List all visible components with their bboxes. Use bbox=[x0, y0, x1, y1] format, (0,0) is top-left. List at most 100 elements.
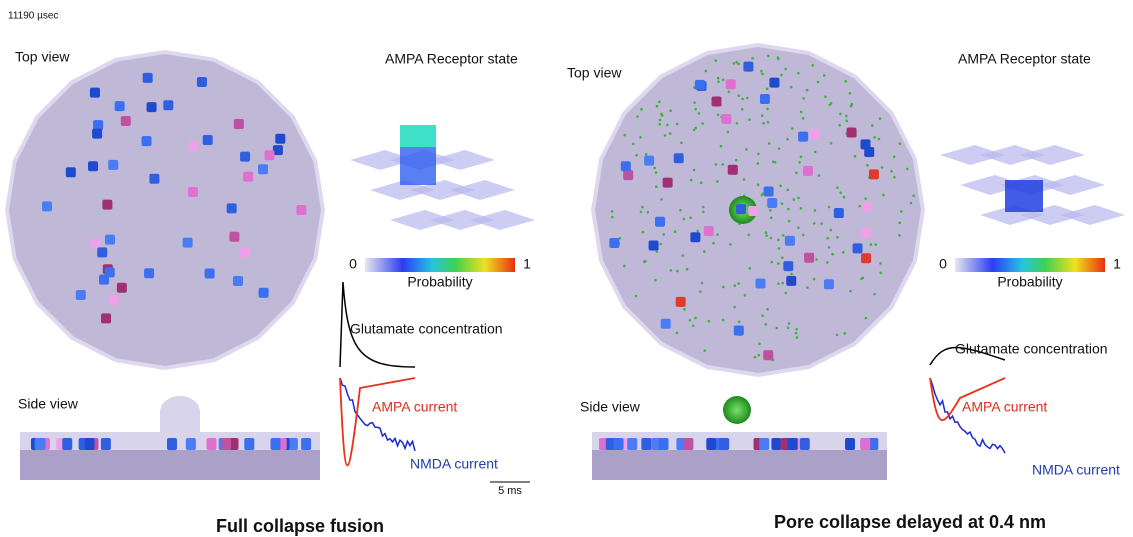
glutamate-dot bbox=[694, 317, 697, 320]
receptor-side bbox=[270, 438, 280, 450]
glutamate-dot bbox=[828, 206, 831, 209]
glutamate-dot bbox=[781, 256, 784, 259]
glutamate-dot bbox=[669, 132, 672, 135]
ampa-trace bbox=[340, 378, 415, 466]
glutamate-dot bbox=[737, 94, 740, 97]
state-tile bbox=[430, 150, 495, 170]
colorbar bbox=[955, 258, 1105, 272]
glutamate-dot bbox=[660, 198, 663, 201]
glutamate-dot bbox=[674, 230, 677, 233]
glutamate-dot bbox=[640, 108, 643, 111]
glutamate-dot bbox=[717, 80, 720, 83]
glutamate-dot bbox=[818, 174, 821, 177]
glutamate-dot bbox=[662, 233, 665, 236]
receptor bbox=[767, 198, 777, 208]
glutamate-dot bbox=[703, 349, 706, 352]
receptor bbox=[233, 276, 243, 286]
receptor bbox=[101, 313, 111, 323]
glutamate-dot bbox=[748, 118, 751, 121]
receptor-side bbox=[800, 438, 810, 450]
glutamate-dot bbox=[870, 243, 873, 246]
glutamate-dot bbox=[654, 279, 657, 282]
receptor-side bbox=[719, 438, 729, 450]
glutamate-dot bbox=[636, 115, 639, 118]
glutamate-dot bbox=[836, 236, 839, 239]
glutamate-dot bbox=[669, 109, 672, 112]
state-diagram bbox=[350, 125, 535, 230]
glutamate-dot bbox=[738, 321, 741, 324]
colorbar-label: Probability bbox=[997, 274, 1062, 290]
receptor bbox=[861, 228, 871, 238]
receptor bbox=[183, 238, 193, 248]
glutamate-dot bbox=[635, 295, 638, 298]
glutamate-dot bbox=[658, 123, 661, 126]
glutamate-dot bbox=[802, 234, 805, 237]
receptor bbox=[847, 127, 857, 137]
glutamate-dot bbox=[879, 117, 882, 120]
glutamate-dot bbox=[788, 220, 791, 223]
glutamate-dot bbox=[771, 261, 774, 264]
receptor bbox=[197, 77, 207, 87]
receptor bbox=[661, 319, 671, 329]
glutamate-dot bbox=[683, 218, 686, 221]
receptor bbox=[117, 283, 127, 293]
figure: 11190 µsec Top viewAMPA Receptor state01… bbox=[0, 0, 1133, 537]
glutamate-dot bbox=[716, 233, 719, 236]
glutamate-dot bbox=[844, 80, 847, 83]
glutamate-dot bbox=[769, 209, 772, 212]
receptor bbox=[97, 247, 107, 257]
glutamate-dot bbox=[767, 121, 770, 124]
glutamate-dot bbox=[898, 234, 901, 237]
receptor-side bbox=[207, 438, 217, 450]
receptor bbox=[115, 101, 125, 111]
glutamate-dot bbox=[640, 211, 643, 214]
receptor-side bbox=[244, 438, 254, 450]
glutamate-dot bbox=[734, 284, 737, 287]
glutamate-dot bbox=[722, 79, 725, 82]
glutamate-dot bbox=[702, 206, 705, 209]
glutamate-dot bbox=[655, 185, 658, 188]
receptor-side bbox=[659, 438, 669, 450]
receptor bbox=[275, 134, 285, 144]
glutamate-dot bbox=[824, 95, 827, 98]
state-tile bbox=[1020, 145, 1085, 165]
receptor bbox=[227, 203, 237, 213]
glutamate-dot bbox=[879, 272, 882, 275]
glutamate-dot bbox=[795, 328, 798, 331]
state-column-top bbox=[400, 125, 436, 147]
receptor bbox=[869, 169, 879, 179]
glutamate-dot bbox=[641, 206, 644, 209]
glutamate-dot bbox=[658, 100, 661, 103]
glutamate-dot bbox=[849, 92, 852, 95]
glutamate-dot bbox=[836, 334, 839, 337]
receptor bbox=[258, 164, 268, 174]
receptor-state-title: AMPA Receptor state bbox=[958, 51, 1091, 67]
glutamate-dot bbox=[717, 114, 720, 117]
glutamate-dot bbox=[831, 253, 834, 256]
receptor bbox=[764, 187, 774, 197]
glutamate-dot bbox=[635, 154, 638, 157]
state-tile bbox=[1040, 175, 1105, 195]
receptor bbox=[862, 202, 872, 212]
receptor bbox=[734, 326, 744, 336]
colorbar-max: 1 bbox=[523, 256, 531, 272]
glutamate-dot bbox=[676, 270, 679, 273]
glutamate-dot bbox=[660, 113, 663, 116]
glutamate-dot bbox=[854, 155, 857, 158]
receptor bbox=[88, 161, 98, 171]
receptor bbox=[861, 253, 871, 263]
glutamate-dot bbox=[879, 262, 882, 265]
receptor bbox=[748, 206, 758, 216]
glutamate-dot bbox=[806, 89, 809, 92]
colorbar bbox=[365, 258, 515, 272]
colorbar-min: 0 bbox=[939, 256, 947, 272]
receptor bbox=[188, 141, 198, 151]
glutamate-dot bbox=[741, 98, 744, 101]
glutamate-dot bbox=[802, 97, 805, 100]
panel: Top viewAMPA Receptor state01Probability… bbox=[567, 45, 1125, 532]
glutamate-dot bbox=[736, 122, 739, 125]
state-column bbox=[1005, 180, 1043, 212]
receptor-side bbox=[62, 438, 72, 450]
state-tile bbox=[1060, 205, 1125, 225]
glutamate-dot bbox=[806, 286, 809, 289]
